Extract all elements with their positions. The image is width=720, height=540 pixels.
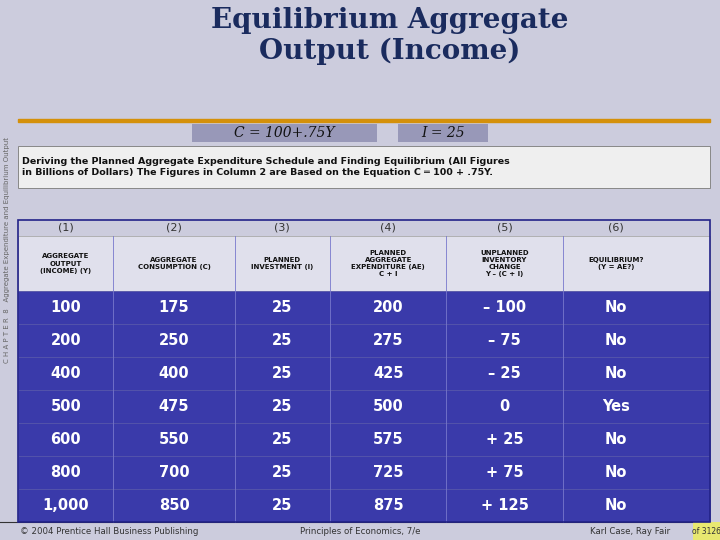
Text: 175: 175 [158,300,189,315]
Bar [18,489,710,522]
Text: No: No [605,498,627,513]
Text: 475: 475 [159,399,189,414]
Bar [18,146,710,188]
Text: 200: 200 [373,300,403,315]
Bar [18,357,710,390]
Text: UNPLANNED
INVENTORY
CHANGE
Y – (C + I): UNPLANNED INVENTORY CHANGE Y – (C + I) [480,249,528,278]
Text: 25: 25 [272,465,292,480]
Text: 800: 800 [50,465,81,480]
Text: 550: 550 [158,432,189,447]
Text: 600: 600 [50,432,81,447]
Text: 200: 200 [50,333,81,348]
Text: 25: 25 [272,366,292,381]
Text: 425: 425 [373,366,403,381]
Text: of 3126: of 3126 [691,526,720,536]
Bar [18,456,710,489]
Text: + 125: + 125 [480,498,528,513]
Bar [0,522,720,540]
Text: Karl Case, Ray Fair: Karl Case, Ray Fair [590,526,670,536]
Text: 400: 400 [158,366,189,381]
Text: 275: 275 [373,333,403,348]
Bar [18,220,710,522]
Text: PLANNED
INVESTMENT (I): PLANNED INVESTMENT (I) [251,257,313,270]
Text: – 25: – 25 [488,366,521,381]
Text: 575: 575 [373,432,403,447]
Text: EQUILIBRIUM?
(Y = AE?): EQUILIBRIUM? (Y = AE?) [588,257,644,270]
Text: 25: 25 [272,399,292,414]
Text: 400: 400 [50,366,81,381]
Text: 500: 500 [50,399,81,414]
Text: C = 100+.75Y: C = 100+.75Y [234,126,334,140]
Text: 1,000: 1,000 [42,498,89,513]
Text: 500: 500 [373,399,404,414]
Text: No: No [605,366,627,381]
Bar [192,124,377,142]
Text: Yes: Yes [603,399,630,414]
Text: C H A P T E R  8   Aggregate Expenditure and Equilibrium Output: C H A P T E R 8 Aggregate Expenditure an… [4,137,10,363]
Text: No: No [605,465,627,480]
Bar [18,220,710,236]
Bar [18,423,710,456]
Text: – 75: – 75 [488,333,521,348]
Text: 250: 250 [158,333,189,348]
Text: 700: 700 [158,465,189,480]
Text: 875: 875 [373,498,403,513]
Text: Deriving the Planned Aggregate Expenditure Schedule and Finding Equilibrium (All: Deriving the Planned Aggregate Expenditu… [22,157,510,178]
Text: 25: 25 [272,432,292,447]
Text: No: No [605,432,627,447]
Text: 25: 25 [272,300,292,315]
Bar [18,324,710,357]
Text: 25: 25 [272,333,292,348]
Bar [398,124,488,142]
Bar [18,236,710,291]
Text: (2): (2) [166,223,182,233]
Bar [693,522,720,540]
Text: (6): (6) [608,223,624,233]
Text: AGGREGATE
OUTPUT
(INCOME) (Y): AGGREGATE OUTPUT (INCOME) (Y) [40,253,91,274]
Text: 725: 725 [373,465,403,480]
Text: No: No [605,333,627,348]
Text: (3): (3) [274,223,290,233]
Text: 100: 100 [50,300,81,315]
Text: (4): (4) [380,223,396,233]
Text: + 25: + 25 [486,432,523,447]
Text: 25: 25 [272,498,292,513]
Text: No: No [605,300,627,315]
Text: (1): (1) [58,223,73,233]
Bar [18,118,710,122]
Text: PLANNED
AGGREGATE
EXPENDITURE (AE)
C + I: PLANNED AGGREGATE EXPENDITURE (AE) C + I [351,249,425,278]
Text: Principles of Economics, 7/e: Principles of Economics, 7/e [300,526,420,536]
Text: 850: 850 [158,498,189,513]
Text: AGGREGATE
CONSUMPTION (C): AGGREGATE CONSUMPTION (C) [138,257,210,270]
Text: I = 25: I = 25 [421,126,465,140]
Text: Equilibrium Aggregate
Output (Income): Equilibrium Aggregate Output (Income) [211,7,569,65]
Text: 0: 0 [500,399,510,414]
Bar [18,291,710,324]
Text: © 2004 Prentice Hall Business Publishing: © 2004 Prentice Hall Business Publishing [20,526,199,536]
Text: + 75: + 75 [486,465,523,480]
Bar [18,390,710,423]
Text: – 100: – 100 [483,300,526,315]
Text: (5): (5) [497,223,513,233]
